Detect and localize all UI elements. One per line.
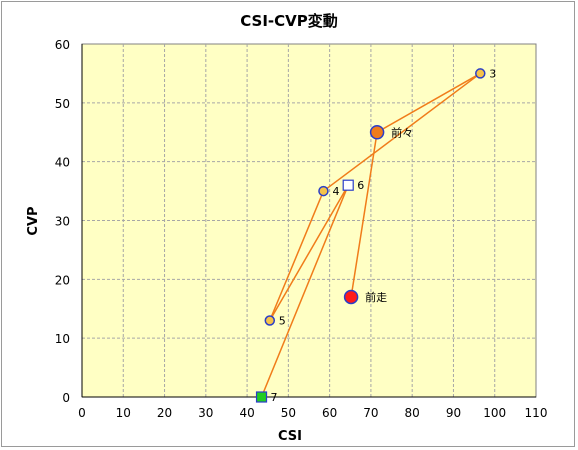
x-tick-label: 100 (483, 406, 506, 420)
point-race-before-last (369, 125, 385, 140)
point-label-7: 7 (271, 391, 278, 404)
series-segment (269, 184, 349, 321)
y-tick-label: 30 (55, 215, 70, 229)
x-tick-label: 0 (78, 406, 86, 420)
point-7 (255, 391, 268, 403)
x-tick-label: 50 (281, 406, 296, 420)
y-tick-label: 40 (55, 156, 70, 170)
point-label-6: 6 (357, 179, 364, 192)
point-3 (475, 68, 486, 79)
y-tick-label: 0 (62, 391, 70, 405)
point-4 (318, 185, 329, 197)
axis-tick-labels: 0 10 20 30 40 50 60 70 80 90 100 110 0 10 20 30 40 50 60 (55, 38, 548, 420)
point-6 (342, 179, 354, 191)
x-tick-label: 80 (405, 406, 420, 420)
x-tick-label: 30 (198, 406, 213, 420)
series-segment (376, 72, 481, 133)
point-label-4: 4 (332, 185, 339, 198)
chart-title: CSI-CVP変動 (240, 12, 338, 30)
series-segment (322, 72, 481, 192)
point-label-3: 3 (489, 67, 496, 80)
x-tick-label: 40 (239, 406, 254, 420)
point-last-race (343, 289, 359, 305)
y-tick-label: 50 (55, 97, 70, 111)
x-tick-label: 10 (116, 406, 131, 420)
point-5 (264, 315, 276, 326)
x-tick-label: 110 (525, 406, 548, 420)
y-tick-label: 10 (55, 332, 70, 346)
y-axis-label: CVP (26, 206, 41, 235)
point-labels: 前走 前々 3 4 5 6 7 (271, 67, 497, 404)
series-segment (269, 190, 325, 321)
y-tick-label: 60 (55, 38, 70, 52)
x-axis-label: CSI (278, 429, 302, 444)
point-label-race-before-last: 前々 (391, 125, 413, 139)
x-tick-label: 90 (446, 406, 461, 420)
point-label-last-race: 前走 (365, 290, 387, 304)
series-segment (350, 132, 378, 298)
x-tick-label: 20 (157, 406, 172, 420)
point-label-5: 5 (279, 315, 286, 328)
series-segment (260, 184, 349, 398)
series-points (255, 68, 486, 403)
x-tick-label: 70 (363, 406, 378, 420)
x-tick-label: 60 (322, 406, 337, 420)
series-path (260, 72, 481, 398)
y-tick-label: 20 (55, 273, 70, 287)
